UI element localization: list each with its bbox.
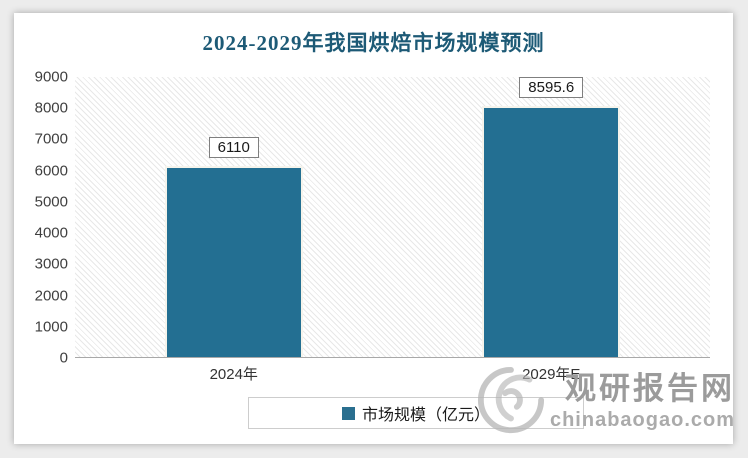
bar-value-label: 6110 [208, 137, 259, 159]
watermark-domain: chinabaogao.com [549, 409, 735, 431]
y-axis-tick-label: 6000 [34, 162, 68, 180]
y-axis-tick-label: 5000 [34, 193, 68, 211]
legend-series-label: 市场规模（亿元） [361, 407, 490, 424]
y-axis-tick-label: 7000 [34, 130, 68, 148]
x-axis-category-label: 2029年E [522, 366, 581, 383]
y-axis: 0 1000 2000 3000 4000 5000 6000 7000 8000 9000 [14, 69, 68, 367]
y-axis-tick-label: 9000 [34, 68, 68, 86]
bar-slot: 6110 [164, 77, 303, 357]
chart-card: 2024-2029年我国烘焙市场规模预测 0 1000 2000 3000 4000 50… [14, 13, 735, 444]
y-axis-tick-label: 2000 [34, 287, 68, 305]
plot-area: 6110 8595.6 [75, 77, 710, 358]
bar-value-label: 8595.6 [519, 77, 584, 98]
y-axis-tick-label: 4000 [34, 224, 68, 242]
y-axis-tick-label: 0 [59, 349, 68, 367]
bar [482, 106, 621, 357]
legend-marker-square [341, 406, 355, 420]
swirl-globe-icon [477, 366, 545, 434]
x-axis: 2024年 2029年E [75, 363, 710, 385]
chart-title: 2024-2029年我国烘焙市场规模预测 [202, 31, 545, 55]
y-axis-tick-label: 1000 [34, 318, 68, 336]
watermark-texts: 观研报告网 chinabaogao.com [550, 370, 735, 432]
watermark: 观研报告网 chinabaogao.com [476, 364, 735, 438]
x-axis-category-label: 2024年 [209, 366, 258, 383]
bar [164, 166, 303, 357]
bar-slot: 8595.6 [482, 77, 621, 357]
y-axis-tick-label: 8000 [34, 99, 68, 117]
watermark-name: 观研报告网 [565, 371, 735, 406]
y-axis-tick-label: 3000 [34, 255, 68, 273]
